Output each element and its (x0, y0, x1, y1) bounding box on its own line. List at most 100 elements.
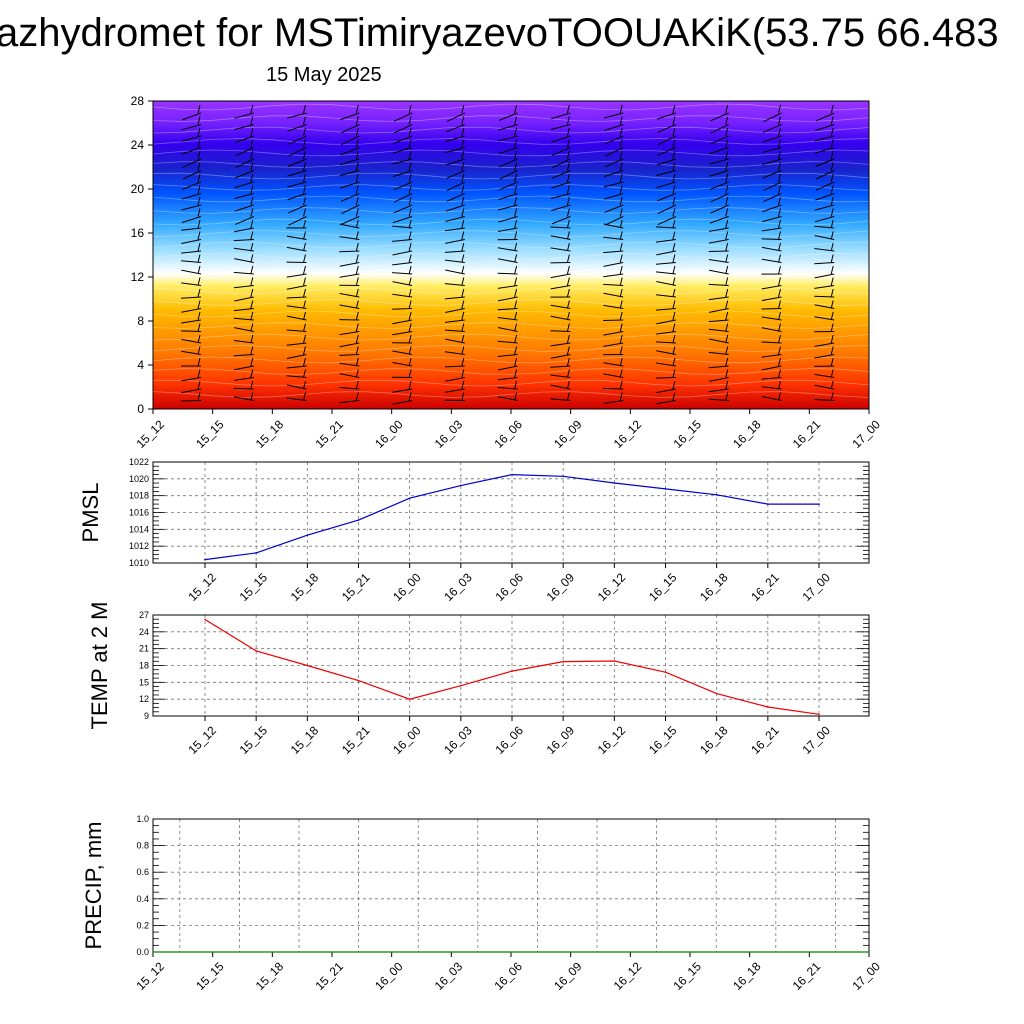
x-tick-label: 15_18 (288, 723, 322, 757)
temp-point (511, 670, 513, 672)
wind-barb (498, 116, 518, 131)
wind-barb (550, 369, 571, 378)
contour-line (152, 161, 870, 168)
wind-barb (603, 380, 624, 390)
wind-barb (814, 196, 835, 211)
wind-barb (181, 277, 202, 286)
x-tick-label: 16_09 (544, 723, 578, 757)
wind-barb (656, 162, 677, 176)
contour-line (152, 103, 870, 111)
x-tick-label: 15_15 (237, 723, 271, 757)
contour-line (152, 333, 870, 341)
wind-barb (182, 150, 202, 168)
wind-barb (288, 196, 307, 214)
temp-point (408, 698, 411, 700)
wind-barb (286, 357, 307, 369)
wind-barb (286, 242, 307, 252)
wind-barb (288, 139, 307, 157)
x-tick-label: 15_21 (312, 959, 346, 993)
wind-barb (550, 311, 571, 321)
pmsl-point (306, 534, 309, 537)
wind-barb (393, 185, 413, 203)
wind-barb (341, 196, 360, 215)
x-tick-label: 16_12 (595, 570, 629, 604)
wind-barb (286, 277, 307, 290)
wind-barb (655, 265, 676, 275)
wind-barb (445, 265, 465, 275)
wind-barb (815, 162, 835, 180)
wind-barb (340, 104, 360, 121)
wind-barb (603, 334, 624, 347)
wind-barb (340, 208, 360, 225)
wind-barb (392, 346, 413, 355)
wind-barb (603, 219, 624, 229)
wind-barb (287, 150, 307, 167)
wind-barb (814, 346, 835, 359)
wind-barb (814, 242, 835, 252)
temp-panel: 9 12 15 18 21 24 27 TEMP at 2 M 15_12 15_15 15_18 1… (87, 602, 870, 757)
wind-barb (709, 265, 729, 275)
chart-title: azhydromet for MSTimiryazevoTOOUAKiK(53.… (0, 11, 999, 55)
y-tick-label: 28 (131, 94, 145, 108)
precip-frame (152, 818, 870, 953)
temp-point (664, 671, 667, 674)
pmsl-point (357, 519, 360, 521)
wind-barb (339, 346, 360, 356)
x-tick-label: 17_00 (849, 959, 883, 993)
wind-barb (814, 369, 835, 378)
wind-barb (761, 208, 782, 223)
wind-barb (708, 254, 729, 263)
wind-barb (498, 185, 518, 201)
wind-barb (761, 369, 782, 380)
wind-barb (550, 277, 571, 290)
x-tick-label: 16_03 (432, 959, 466, 993)
y-tick-label: 0.2 (136, 920, 149, 930)
wind-barb (445, 208, 465, 222)
wind-barb (708, 219, 729, 232)
wind-barb (180, 392, 202, 402)
wind-barb (603, 116, 624, 132)
y-tick-label: 15 (139, 677, 149, 687)
x-tick-label: 16_21 (790, 417, 824, 451)
wind-barb (603, 277, 624, 286)
x-tick-label: 15_15 (193, 417, 227, 451)
wind-barb (235, 150, 255, 169)
wind-barb (286, 231, 307, 240)
wind-barb (497, 392, 518, 401)
wind-barb (446, 104, 466, 123)
pmsl-point (511, 473, 513, 476)
temp-point (460, 684, 462, 687)
wind-barb (814, 300, 835, 309)
wind-barb (181, 116, 202, 131)
wind-barb (287, 116, 307, 132)
contour-line (152, 207, 870, 214)
wind-barb (603, 323, 624, 336)
wind-barb (761, 139, 782, 153)
wind-barb (286, 380, 307, 390)
precip-point (569, 951, 572, 953)
x-tick-label: 16_09 (544, 570, 578, 604)
wind-barb (762, 162, 782, 179)
wind-barb (287, 104, 307, 119)
wind-barb (603, 242, 624, 254)
wind-barb (180, 323, 202, 332)
wind-barb (234, 323, 254, 332)
wind-barb (710, 127, 729, 145)
precip-point (868, 951, 870, 953)
wind-barb (180, 288, 202, 299)
pmsl-point (460, 484, 462, 487)
wind-barb (234, 173, 254, 189)
x-tick-label: 15_18 (288, 570, 322, 604)
y-tick-label: 18 (139, 661, 149, 671)
wind-barb (287, 185, 307, 201)
wind-barb (761, 392, 782, 401)
wind-barb (550, 242, 571, 252)
wind-barb (181, 300, 202, 313)
precip-point (629, 951, 632, 953)
precip-ylabel: PRECIP, mm (81, 822, 106, 950)
x-tick-label: 16_06 (492, 723, 526, 757)
precip-point (271, 951, 274, 953)
x-tick-label: 16_18 (697, 570, 731, 604)
contour-line (152, 356, 870, 364)
x-tick-label: 16_06 (491, 417, 525, 451)
